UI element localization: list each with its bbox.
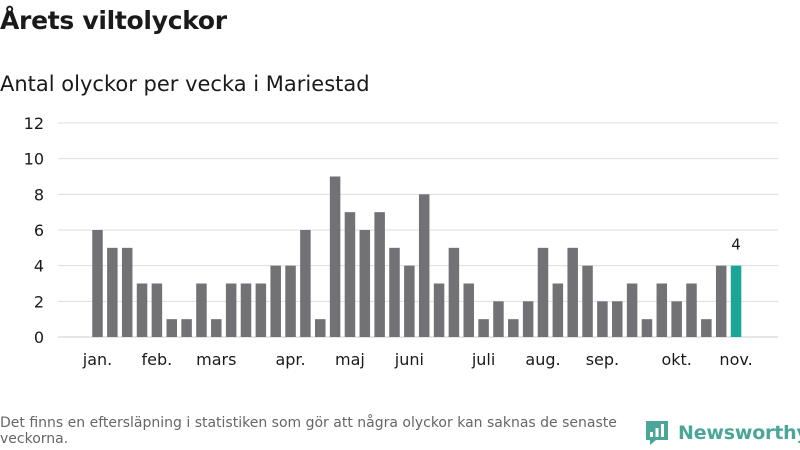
y-tick-label: 6 — [34, 221, 44, 240]
bar-week-26 — [463, 283, 474, 337]
bar-week-44 — [730, 265, 742, 337]
bar-chart: 0 2 4 6 8 10 12 jan. feb. mars apr. maj juni juli aug… — [24, 114, 778, 369]
x-axis-ticks: jan. feb. mars apr. maj juni juli aug. sep. okt. n… — [82, 350, 753, 369]
x-tick-label: feb. — [142, 350, 173, 369]
newsworthy-logo: Newsworthy — [644, 419, 800, 447]
y-tick-label: 8 — [34, 185, 44, 204]
bar-week-7 — [181, 319, 192, 337]
bar-week-31 — [537, 247, 549, 337]
bar-week-30 — [522, 301, 534, 337]
bar-week-42 — [701, 319, 712, 337]
bar-week-25 — [448, 247, 460, 337]
bar-week-2 — [107, 247, 118, 337]
chart-title: Årets viltolyckor — [0, 6, 227, 35]
footnote: Det finns en eftersläpning i statistiken… — [0, 415, 617, 447]
bar-week-1 — [92, 230, 103, 337]
bar-week-11 — [240, 283, 252, 337]
bar-week-22 — [404, 265, 415, 337]
bar-week-27 — [478, 319, 489, 337]
data-label: 4 — [731, 236, 741, 254]
bar-week-20 — [374, 212, 385, 337]
y-tick-label: 12 — [24, 114, 44, 133]
bar-week-24 — [433, 283, 445, 337]
bar-week-3 — [121, 247, 133, 337]
newsworthy-chat-icon — [646, 421, 668, 445]
bar-week-9 — [211, 319, 222, 337]
bar-week-12 — [255, 283, 267, 337]
chart-subtitle: Antal olyckor per vecka i Mariestad — [0, 72, 370, 96]
bar-week-19 — [359, 230, 371, 337]
x-tick-label: okt. — [661, 350, 691, 369]
x-tick-label: aug. — [525, 350, 560, 369]
bar-week-32 — [552, 283, 564, 337]
bar-week-35 — [597, 301, 608, 337]
x-tick-label: sep. — [586, 350, 619, 369]
gridlines — [58, 122, 778, 338]
bar-week-38 — [641, 319, 653, 337]
bar-week-40 — [671, 301, 682, 337]
x-tick-label: mars — [196, 350, 236, 369]
bar-week-41 — [686, 283, 697, 337]
x-tick-label: nov. — [719, 350, 752, 369]
brand-name: Newsworthy — [678, 422, 800, 444]
bar-week-23 — [418, 194, 430, 337]
bar-week-4 — [136, 283, 148, 337]
y-axis-ticks: 0 2 4 6 8 10 12 — [24, 114, 44, 347]
y-tick-label: 10 — [24, 150, 44, 169]
bar-week-17 — [329, 176, 341, 337]
bar-week-37 — [626, 283, 638, 337]
x-tick-label: maj — [335, 350, 365, 369]
bar-week-28 — [493, 301, 504, 337]
bar-week-14 — [285, 265, 296, 337]
bar-week-36 — [612, 301, 623, 337]
bar-week-21 — [389, 247, 400, 337]
y-tick-label: 4 — [34, 257, 44, 276]
data-labels: 4 — [731, 236, 741, 254]
x-tick-label: jan. — [82, 350, 112, 369]
bar-week-13 — [270, 265, 281, 337]
bar-week-5 — [151, 283, 163, 337]
bar-week-43 — [715, 265, 727, 337]
bar-week-10 — [225, 283, 237, 337]
x-tick-label: juli — [471, 350, 495, 369]
bar-week-6 — [166, 319, 177, 337]
bar-week-18 — [344, 212, 356, 337]
bar-week-33 — [567, 247, 578, 337]
x-tick-label: juni — [394, 350, 424, 369]
y-tick-label: 2 — [34, 292, 44, 311]
bar-week-15 — [300, 230, 311, 337]
bars — [92, 176, 742, 337]
y-tick-label: 0 — [34, 328, 44, 347]
bar-week-8 — [196, 283, 207, 337]
bar-week-16 — [315, 319, 326, 337]
bar-week-34 — [582, 265, 593, 337]
bar-week-39 — [656, 283, 668, 337]
x-tick-label: apr. — [275, 350, 305, 369]
bar-week-29 — [508, 319, 519, 337]
